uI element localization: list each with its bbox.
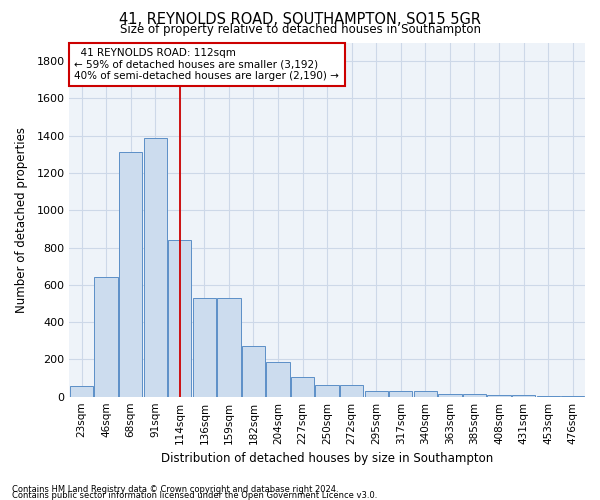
Bar bbox=[365, 390, 388, 396]
Text: Size of property relative to detached houses in Southampton: Size of property relative to detached ho… bbox=[119, 22, 481, 36]
Bar bbox=[463, 394, 486, 396]
Bar bbox=[487, 395, 511, 396]
Bar bbox=[266, 362, 290, 396]
Bar bbox=[168, 240, 191, 396]
Bar bbox=[438, 394, 461, 396]
Text: Contains public sector information licensed under the Open Government Licence v3: Contains public sector information licen… bbox=[12, 492, 377, 500]
Bar bbox=[70, 386, 93, 396]
Bar bbox=[291, 377, 314, 396]
Bar bbox=[389, 391, 412, 396]
Bar bbox=[340, 384, 364, 396]
Bar bbox=[242, 346, 265, 397]
Bar bbox=[119, 152, 142, 396]
Text: Contains HM Land Registry data © Crown copyright and database right 2024.: Contains HM Land Registry data © Crown c… bbox=[12, 486, 338, 494]
Bar bbox=[217, 298, 241, 396]
Text: 41 REYNOLDS ROAD: 112sqm  
← 59% of detached houses are smaller (3,192)
40% of s: 41 REYNOLDS ROAD: 112sqm ← 59% of detach… bbox=[74, 48, 340, 81]
Bar bbox=[143, 138, 167, 396]
X-axis label: Distribution of detached houses by size in Southampton: Distribution of detached houses by size … bbox=[161, 452, 493, 465]
Bar bbox=[316, 384, 339, 396]
Bar bbox=[94, 278, 118, 396]
Y-axis label: Number of detached properties: Number of detached properties bbox=[15, 126, 28, 312]
Bar bbox=[414, 392, 437, 396]
Text: 41, REYNOLDS ROAD, SOUTHAMPTON, SO15 5GR: 41, REYNOLDS ROAD, SOUTHAMPTON, SO15 5GR bbox=[119, 12, 481, 28]
Bar bbox=[193, 298, 216, 396]
